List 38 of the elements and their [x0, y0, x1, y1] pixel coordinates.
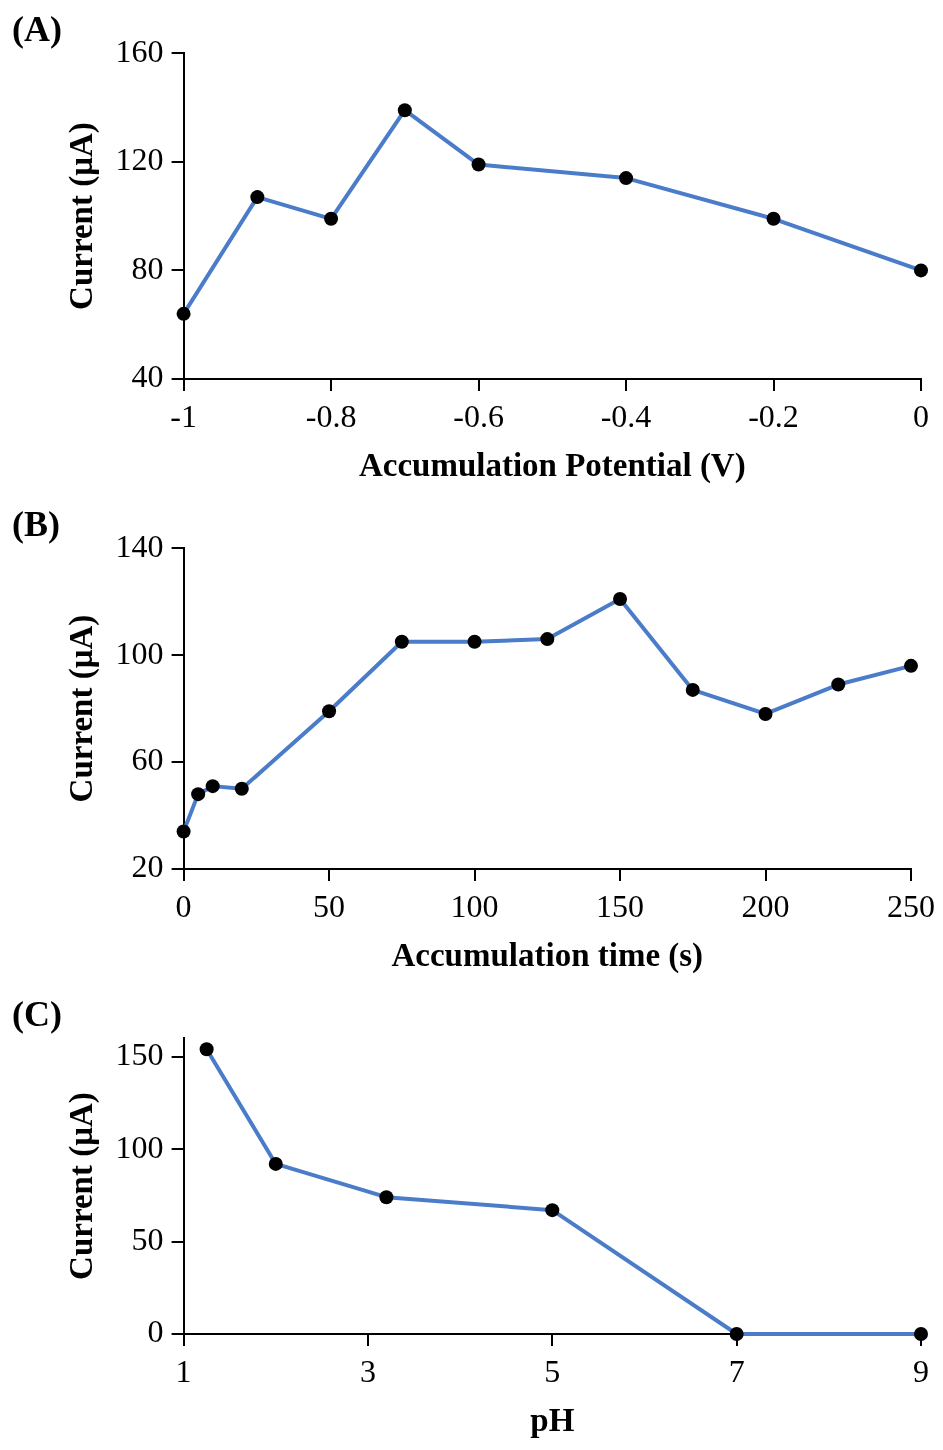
x-tick-label: 5 — [544, 1352, 561, 1389]
y-tick-label: 50 — [131, 1220, 164, 1257]
y-tick-label: 40 — [131, 358, 164, 395]
x-tick-label: -1 — [170, 397, 197, 434]
x-axis-title: Accumulation Potential (V) — [358, 446, 746, 484]
x-tick-label: 7 — [728, 1352, 745, 1389]
x-tick-label: -0.2 — [748, 397, 799, 434]
x-tick-label: 200 — [741, 887, 790, 924]
chart-title: (B) — [12, 503, 60, 544]
x-tick-label: 3 — [359, 1352, 376, 1389]
y-tick-label: 140 — [115, 527, 164, 564]
y-tick-label: 160 — [115, 32, 164, 69]
x-tick-label: 50 — [313, 887, 346, 924]
x-axis-title: pH — [530, 1401, 575, 1438]
y-axis-title: Current (μA) — [63, 122, 101, 310]
y-tick-label: 0 — [147, 1313, 164, 1350]
y-tick-label: 150 — [115, 1036, 164, 1073]
y-tick-label: 20 — [131, 848, 164, 885]
x-tick-label: 9 — [913, 1352, 929, 1389]
x-tick-label: 250 — [887, 887, 935, 924]
y-tick-label: 100 — [115, 634, 164, 671]
x-tick-label: 0 — [175, 887, 192, 924]
x-tick-label: 1 — [175, 1352, 192, 1389]
y-tick-label: 120 — [115, 141, 164, 178]
x-tick-label: -0.4 — [600, 397, 652, 434]
y-axis-title: Current (μA) — [63, 1092, 101, 1280]
y-tick-label: 100 — [115, 1128, 164, 1165]
x-axis-title: Accumulation time (s) — [391, 936, 704, 974]
chart-title: (C) — [12, 993, 62, 1034]
x-tick-label: -0.6 — [453, 397, 504, 434]
y-axis-title: Current (μA) — [63, 614, 101, 803]
y-tick-label: 80 — [131, 249, 164, 286]
x-tick-label: 0 — [913, 397, 929, 434]
y-tick-label: 60 — [131, 741, 164, 778]
chart-title: (A) — [12, 8, 62, 49]
x-tick-label: 100 — [450, 887, 499, 924]
x-tick-label: -0.8 — [305, 397, 357, 434]
x-tick-label: 150 — [596, 887, 645, 924]
